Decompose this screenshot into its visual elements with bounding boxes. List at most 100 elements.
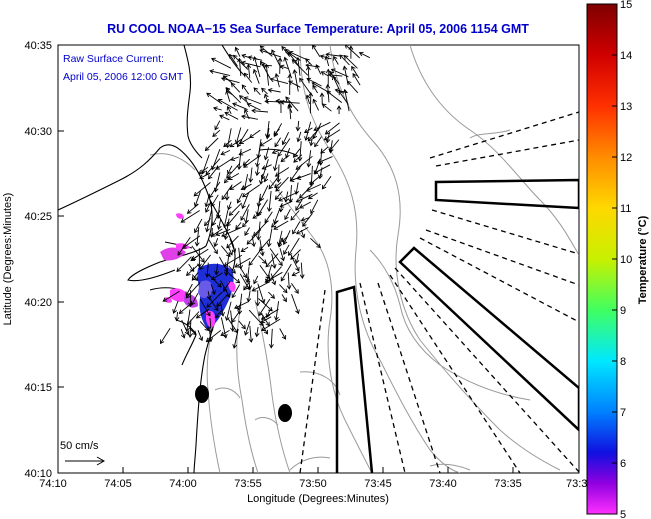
current-vector-head	[223, 262, 229, 267]
colorbar-tick-label: 8	[620, 356, 626, 368]
current-vector-head	[285, 48, 290, 54]
current-vector-head	[214, 125, 219, 131]
current-vector	[206, 329, 222, 342]
current-vector	[299, 141, 302, 161]
current-vector-head	[283, 250, 288, 255]
x-tick-label: 73:45	[364, 478, 392, 490]
current-vector-head	[210, 202, 216, 208]
current-vector	[219, 115, 230, 121]
current-vector-head	[283, 197, 289, 203]
current-vector	[176, 256, 192, 272]
current-vector	[233, 55, 249, 70]
current-vector-head	[227, 175, 233, 180]
current-vector	[248, 247, 263, 266]
current-vector-head	[187, 333, 193, 338]
current-vector-head	[304, 136, 309, 142]
current-vector-head	[336, 105, 342, 110]
vector-scale-label: 50 cm/s	[60, 440, 99, 452]
current-vector	[258, 255, 267, 264]
current-vector-head	[284, 215, 289, 221]
x-tick-label: 73:3	[566, 478, 587, 490]
current-vector	[279, 328, 286, 340]
current-vector	[237, 192, 243, 204]
current-vector	[180, 328, 185, 338]
current-vector	[290, 254, 300, 272]
current-vector	[205, 194, 210, 207]
current-vector	[162, 290, 180, 302]
current-vector-head	[223, 287, 228, 293]
current-vector	[256, 166, 259, 176]
current-vector-head	[311, 82, 317, 87]
current-vector-head	[352, 73, 357, 78]
colorbar-tick-label: 11	[620, 203, 631, 215]
current-vector	[278, 237, 283, 247]
current-vector	[312, 85, 318, 94]
current-vector-head	[216, 302, 221, 307]
current-vector	[265, 253, 279, 268]
current-vector-head	[223, 178, 229, 184]
current-vector	[260, 316, 272, 323]
current-vector-head	[312, 84, 317, 90]
current-vector-head	[177, 251, 182, 256]
x-tick-labels: 74:10 74:05 74:00 73:55 73:50 73:45 73:4…	[39, 478, 587, 490]
colorbar-tick-label: 10	[620, 254, 632, 266]
current-vector	[310, 137, 313, 146]
current-vector	[299, 78, 313, 96]
current-vector-head	[241, 204, 246, 210]
current-vector-head	[290, 216, 295, 221]
current-vector	[327, 84, 330, 103]
current-vector-head	[232, 54, 238, 60]
current-vector	[306, 183, 321, 192]
current-vector-head	[291, 271, 297, 277]
current-vector	[217, 200, 221, 219]
current-vector-head	[295, 198, 301, 203]
current-vector-head	[253, 279, 258, 285]
current-vector	[268, 190, 272, 212]
current-vector-head	[186, 209, 192, 214]
current-vector-head	[176, 267, 182, 273]
current-vector-head	[193, 202, 199, 208]
current-vector-head	[339, 54, 344, 60]
current-vector	[308, 192, 318, 199]
x-tick-label: 73:50	[299, 478, 327, 490]
current-vector	[292, 221, 301, 235]
current-vector-head	[199, 174, 204, 180]
current-vector	[226, 235, 239, 249]
current-vector	[212, 129, 221, 137]
current-vector	[189, 319, 192, 338]
current-vector-head	[226, 252, 231, 258]
current-vector-head	[243, 96, 249, 101]
y-axis-label: Latitude (Degrees:Minutes)	[2, 193, 14, 326]
current-vector-head	[305, 187, 311, 192]
current-vector	[221, 226, 242, 237]
current-vector	[306, 95, 311, 105]
current-vector-head	[285, 96, 290, 102]
current-vector	[253, 56, 261, 78]
colorbar-tick-label: 7	[620, 407, 626, 419]
current-vector	[244, 174, 249, 190]
current-vector	[238, 58, 242, 77]
current-vector	[246, 266, 250, 283]
current-vector-head	[256, 235, 262, 241]
current-vector-head	[280, 276, 286, 282]
current-vector-head	[246, 63, 252, 69]
current-vector-head	[265, 262, 271, 268]
current-vector	[249, 167, 253, 182]
current-vector-head	[226, 243, 231, 249]
current-vector	[266, 128, 270, 139]
current-vector	[275, 167, 290, 177]
current-vector-head	[252, 68, 258, 74]
current-vector	[257, 221, 261, 240]
current-vector-head	[204, 221, 209, 227]
current-vector-head	[226, 221, 231, 227]
current-vector-head	[219, 114, 224, 120]
current-vector	[275, 191, 283, 200]
current-vector	[220, 317, 227, 338]
current-vector-head	[234, 304, 239, 310]
current-vector	[289, 103, 292, 120]
current-vector	[266, 264, 273, 283]
current-vector-head	[295, 126, 301, 132]
current-vector-head	[221, 195, 226, 201]
current-vector	[249, 129, 261, 138]
current-vector-head	[248, 338, 254, 343]
